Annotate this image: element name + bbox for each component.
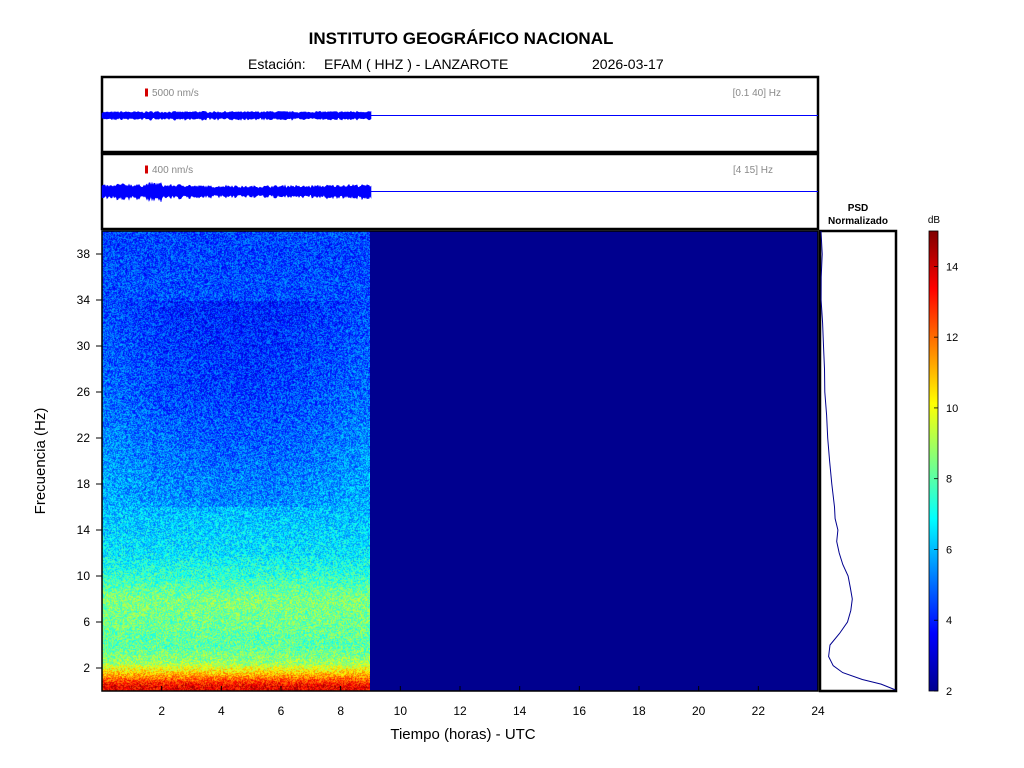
x-tick-label: 10 [394, 704, 408, 718]
seismogram-filtered-panel: 400 nm/s [4 15] Hz [100, 152, 820, 231]
y-tick-label: 22 [77, 431, 91, 445]
x-tick-label: 22 [752, 704, 766, 718]
scale-label-filtered: 400 nm/s [152, 165, 193, 176]
spectrogram-image [102, 231, 370, 691]
y-tick-label: 2 [83, 661, 90, 675]
spectrogram-x-ticks: 2 4 6 8 10 12 14 16 18 20 22 24 [158, 686, 825, 718]
x-tick-label: 4 [218, 704, 225, 718]
y-tick-label: 14 [77, 523, 91, 537]
scale-label-broadband: 5000 nm/s [152, 88, 199, 99]
psd-title-line2: Normalizado [828, 216, 888, 227]
x-tick-label: 14 [513, 704, 527, 718]
station-name: EFAM ( HHZ ) - LANZAROTE [324, 56, 508, 72]
y-tick-label: 38 [77, 247, 91, 261]
x-tick-label: 16 [573, 704, 587, 718]
spectrogram-image-holder [102, 231, 370, 691]
seismogram-broadband-panel: 5000 nm/s [0.1 40] Hz [100, 75, 820, 154]
x-tick-label: 24 [811, 704, 825, 718]
colorbar-label: dB [928, 215, 941, 226]
x-tick-label: 12 [453, 704, 467, 718]
colorbar-gradient [928, 230, 939, 692]
figure-title: INSTITUTO GEOGRÁFICO NACIONAL [309, 29, 614, 48]
y-tick-label: 18 [77, 477, 91, 491]
station-label: Estación: [248, 56, 306, 72]
y-tick-label: 10 [77, 569, 91, 583]
band-label-filtered: [4 15] Hz [733, 165, 773, 176]
y-tick-label: 30 [77, 339, 91, 353]
colorbar-tick-label: 10 [946, 403, 958, 415]
psd-curve [820, 230, 896, 691]
y-tick-label: 26 [77, 385, 91, 399]
y-tick-label: 34 [77, 293, 91, 307]
colorbar-tick-label: 6 [946, 544, 952, 556]
seismogram-filtered-trace [101, 181, 372, 202]
x-tick-label: 18 [632, 704, 646, 718]
colorbar-tick-label: 2 [946, 686, 952, 698]
psd-panel: PSD Normalizado [818, 203, 898, 693]
colorbar: dB 2 4 6 8 10 12 14 [928, 215, 958, 698]
y-tick-label: 6 [83, 615, 90, 629]
spectrogram-panel: 2 4 6 8 10 12 14 16 18 20 22 24 261014182226303438 … [32, 230, 825, 743]
x-tick-label: 6 [278, 704, 285, 718]
date-label: 2026-03-17 [592, 56, 664, 72]
colorbar-tick-label: 4 [946, 615, 952, 627]
colorbar-ticks: 2 4 6 8 10 12 14 [934, 261, 958, 698]
scale-bar-broadband [145, 88, 148, 97]
psd-frame [818, 229, 898, 693]
x-tick-label: 20 [692, 704, 706, 718]
colorbar-tick-label: 12 [946, 332, 958, 344]
x-tick-label: 2 [158, 704, 165, 718]
psd-title-line1: PSD [848, 203, 869, 214]
colorbar-tick-label: 14 [946, 261, 958, 273]
x-tick-label: 8 [337, 704, 344, 718]
seismogram-broadband-trace [101, 110, 372, 121]
spectrogram-x-label: Tiempo (horas) - UTC [390, 726, 535, 743]
spectrogram-y-label: Frecuencia (Hz) [32, 408, 49, 515]
scale-bar-filtered [145, 165, 148, 174]
colorbar-tick-label: 8 [946, 474, 952, 486]
band-label-broadband: [0.1 40] Hz [733, 88, 781, 99]
